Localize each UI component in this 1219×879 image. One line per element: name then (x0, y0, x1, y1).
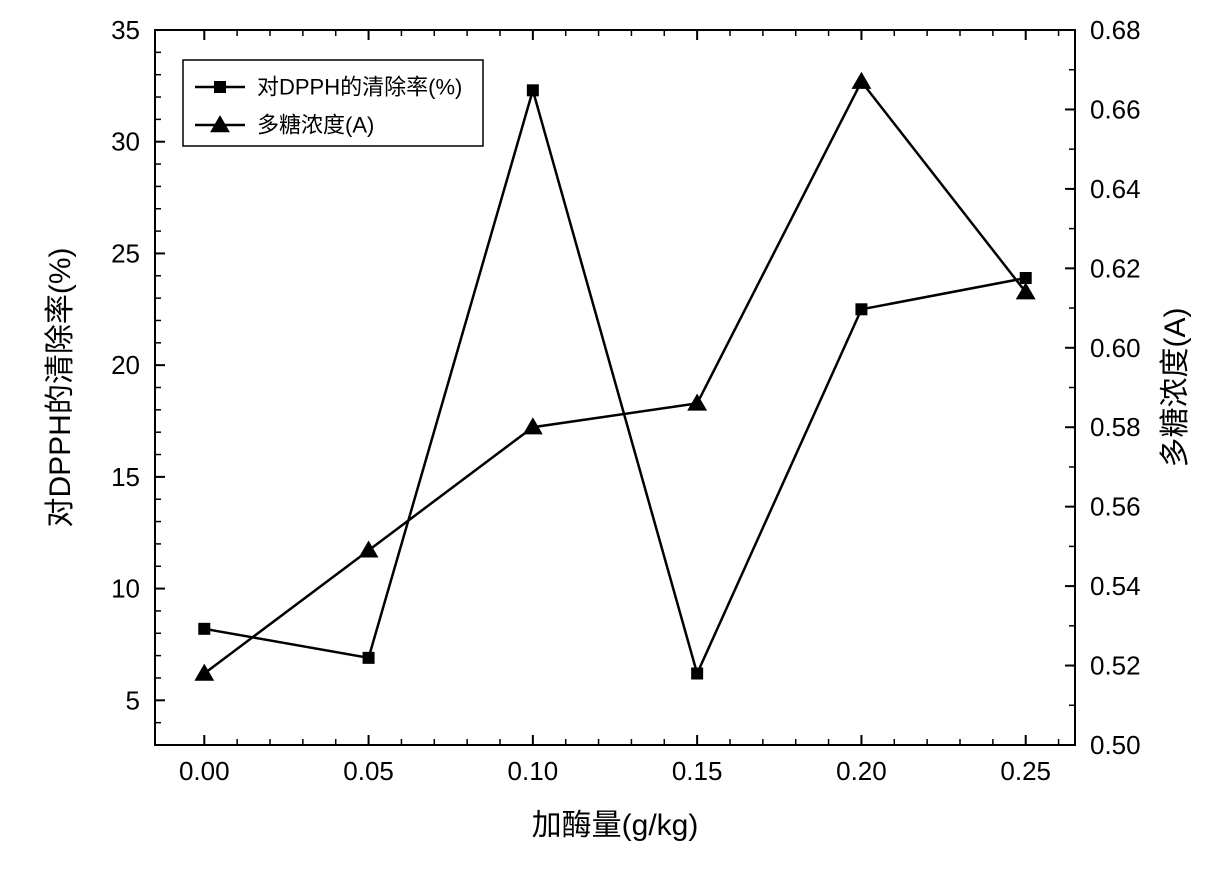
x-tick-label: 0.20 (836, 756, 887, 786)
chart-container: 0.00 0.05 0.10 0.15 0.20 0.25 加酶量(g/kg) 5 10 15 20… (0, 0, 1219, 879)
x-tick-label: 0.25 (1000, 756, 1051, 786)
y-right-tick-label: 0.64 (1090, 174, 1141, 204)
y-left-axis-label: 对DPPH的清除率(%) (44, 247, 77, 527)
y-right-tick-label: 0.54 (1090, 571, 1141, 601)
y-right-tick-label: 0.52 (1090, 651, 1141, 681)
y-right-axis-label: 多糖浓度(A) (1159, 308, 1192, 468)
y-right-tick-label: 0.60 (1090, 333, 1141, 363)
legend-item-label: 多糖浓度(A) (257, 113, 374, 138)
y-right-tick-label: 0.58 (1090, 412, 1141, 442)
y-left-tick-label: 20 (111, 350, 140, 380)
y-left-tick-label: 25 (111, 238, 140, 268)
y-right-tick-label: 0.50 (1090, 730, 1141, 760)
legend: 对DPPH的清除率(%) 多糖浓度(A) (183, 60, 483, 146)
legend-item-label: 对DPPH的清除率(%) (257, 75, 462, 100)
y-left-tick-label: 30 (111, 127, 140, 157)
x-axis-label: 加酶量(g/kg) (532, 809, 699, 842)
x-tick-label: 0.00 (179, 756, 230, 786)
y-left-tick-label: 35 (111, 15, 140, 45)
x-tick-label: 0.15 (672, 756, 723, 786)
y-left-tick-label: 5 (126, 685, 140, 715)
dual-axis-chart: 0.00 0.05 0.10 0.15 0.20 0.25 加酶量(g/kg) 5 10 15 20… (0, 0, 1219, 879)
x-tick-label: 0.05 (343, 756, 394, 786)
y-right-tick-label: 0.68 (1090, 15, 1141, 45)
y-right-tick-label: 0.62 (1090, 253, 1141, 283)
y-left-tick-label: 15 (111, 462, 140, 492)
y-left-tick-label: 10 (111, 574, 140, 604)
y-right-tick-label: 0.66 (1090, 94, 1141, 124)
x-tick-label: 0.10 (508, 756, 559, 786)
y-right-tick-label: 0.56 (1090, 492, 1141, 522)
